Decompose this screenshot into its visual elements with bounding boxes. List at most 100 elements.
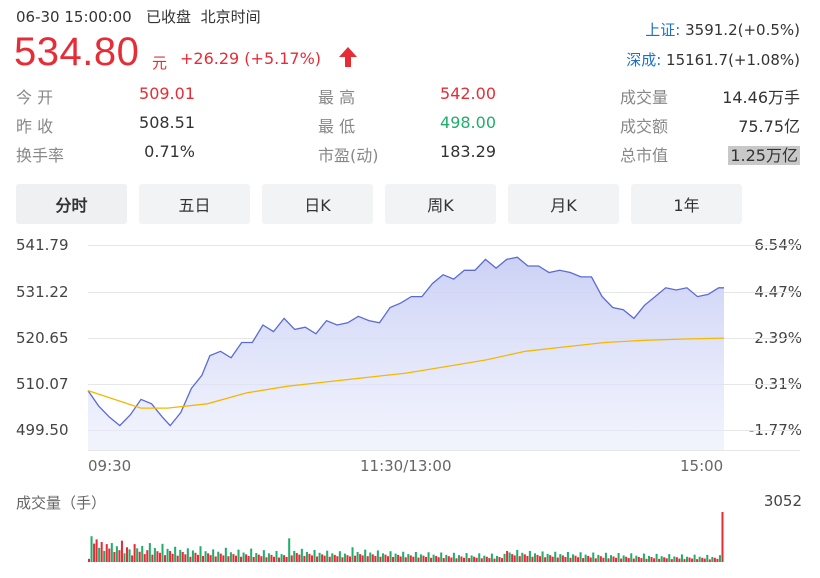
volume-bar [531, 556, 534, 562]
volume-bar [637, 557, 640, 562]
index-value: 3591.2(+0.5%) [685, 21, 800, 39]
volume-bar [331, 553, 334, 562]
volume-bar [546, 553, 549, 562]
volume-bar [245, 554, 248, 562]
volume-bar [432, 554, 435, 562]
volume-bar [417, 557, 420, 562]
x-tick: 11:30/13:00 [360, 457, 452, 475]
volume-bar [407, 554, 410, 562]
tab-monthly-k[interactable]: 月K [508, 184, 619, 224]
volume-bar [490, 553, 493, 562]
tab-daily-k[interactable]: 日K [262, 184, 373, 224]
index-label: 深成: [626, 51, 662, 69]
volume-bar [389, 551, 392, 562]
pe-label: 市盈(动) [318, 146, 379, 165]
tab-five-day[interactable]: 五日 [139, 184, 250, 224]
volume-bar [285, 557, 288, 562]
volume-bar [609, 555, 613, 562]
volume-bar [194, 552, 197, 562]
volume-bar [691, 558, 694, 562]
volume-bar [323, 555, 326, 562]
volume-bar [359, 554, 362, 562]
tab-intraday[interactable]: 分时 [16, 184, 127, 224]
prev-close-label: 昨 收 [16, 117, 54, 136]
volume-bar [713, 557, 716, 562]
y-tick-left: 541.79 [16, 236, 69, 254]
x-tick: 15:00 [680, 457, 724, 475]
currency-unit: 元 [152, 54, 168, 72]
volume-bar [303, 555, 306, 562]
volume-bar [305, 552, 308, 562]
volume-bar [615, 557, 618, 562]
volume-bar [564, 557, 567, 562]
high-value: 542.00 [440, 84, 496, 103]
volume-bar [632, 558, 635, 562]
low-value: 498.00 [440, 113, 496, 132]
high-label: 最 高 [318, 88, 356, 107]
volume-bar [209, 555, 212, 562]
volume-bar [518, 556, 521, 562]
volume-bar [645, 558, 648, 562]
tab-weekly-k[interactable]: 周K [385, 184, 496, 224]
market-cap-label: 总市值 [620, 146, 669, 165]
volume-bar [670, 559, 673, 562]
volume-bar [551, 556, 554, 562]
volume-bar [123, 553, 126, 562]
volume-bar [224, 547, 227, 562]
volume-bar [693, 554, 696, 562]
volume-bar [445, 554, 448, 562]
volume-bar [536, 554, 539, 562]
volume-bar [110, 543, 113, 562]
open-value: 509.01 [139, 84, 195, 103]
volume-bar [181, 552, 184, 562]
volume-bar [663, 557, 666, 562]
volume-bar [260, 556, 263, 562]
volume-bar [685, 556, 689, 562]
volume-bar [136, 548, 139, 562]
volume-bar [483, 555, 486, 562]
volume-bar [587, 555, 590, 562]
volume-bar [427, 552, 430, 562]
volume-bar [571, 554, 574, 562]
volume-bar [381, 553, 384, 562]
volume-bar [151, 554, 154, 562]
volume-bar [133, 544, 136, 562]
volume-bar [283, 555, 286, 562]
y-tick-left: 499.50 [16, 421, 69, 439]
volume-bar [402, 551, 405, 562]
index-shenzhen[interactable]: 深成: 15161.7(+1.08%) [626, 49, 800, 70]
volume-bar [361, 555, 364, 562]
volume-bar [721, 512, 724, 562]
volume-bar [93, 543, 96, 562]
volume-bar [450, 557, 453, 562]
volume-bar [384, 554, 387, 562]
volume-bar [708, 559, 711, 562]
index-shanghai[interactable]: 上证: 3591.2(+0.5%) [645, 19, 800, 40]
volume-bar [336, 556, 339, 562]
volume-bar [460, 556, 463, 562]
index-value: 15161.7(+1.08%) [666, 51, 800, 69]
volume-bar [242, 552, 245, 562]
volume-bar [143, 554, 146, 562]
volume-bar [364, 549, 367, 562]
volume-bar [153, 548, 156, 562]
tab-one-year[interactable]: 1年 [631, 184, 742, 224]
volume-bar [338, 551, 341, 562]
volume-bar [293, 550, 296, 562]
volume-bar [488, 558, 491, 562]
volume-bar [318, 552, 321, 562]
volume-bar [625, 556, 628, 562]
volume-value: 14.46万手 [722, 88, 800, 107]
volume-bar [526, 555, 529, 562]
volume-bar [711, 557, 714, 562]
timezone-label: 北京时间 [200, 8, 261, 26]
volume-bar [506, 550, 509, 562]
volume-bar [602, 557, 605, 562]
volume-bar [219, 553, 222, 562]
volume-bar [503, 553, 506, 562]
volume-bar [131, 555, 134, 562]
prev-close-value: 508.51 [139, 113, 195, 132]
volume-bar [354, 555, 357, 562]
volume-bar [204, 551, 207, 562]
